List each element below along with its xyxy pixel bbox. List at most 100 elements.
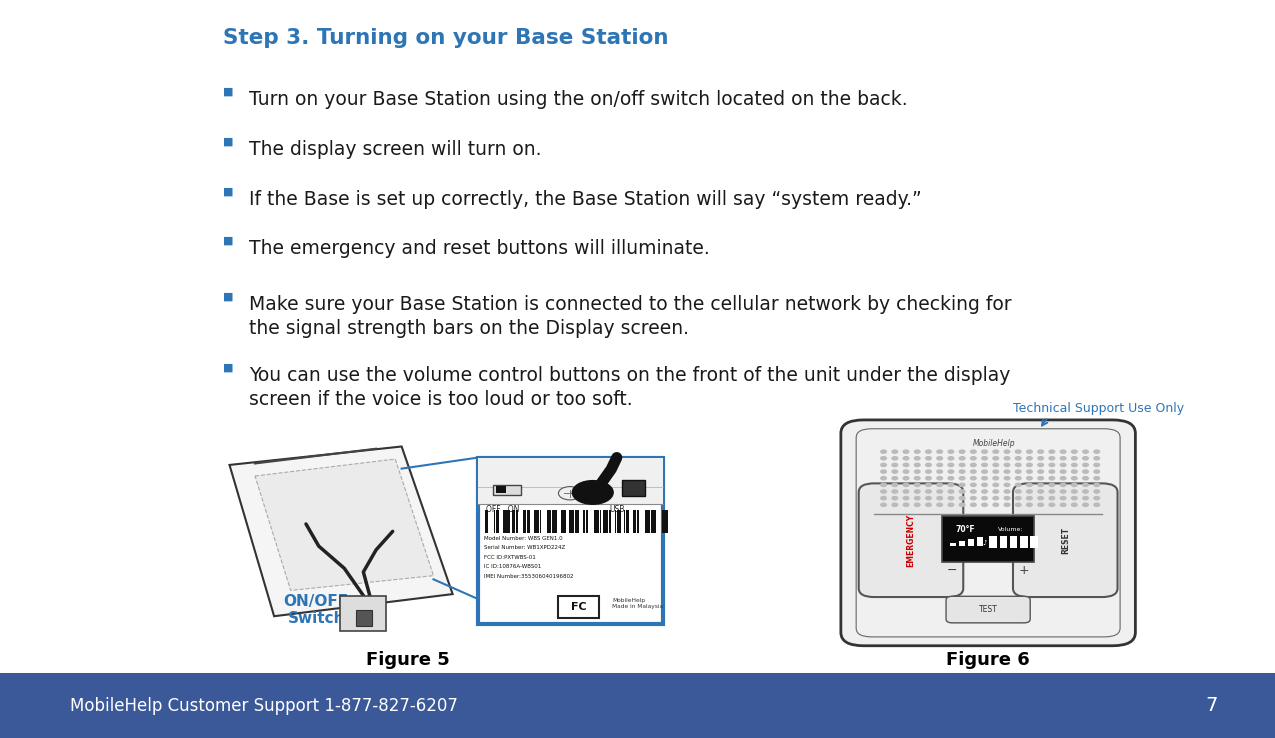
Circle shape bbox=[1071, 483, 1077, 486]
Circle shape bbox=[982, 463, 987, 466]
Circle shape bbox=[926, 450, 931, 453]
Text: USB: USB bbox=[609, 505, 625, 514]
Circle shape bbox=[1071, 457, 1077, 460]
Circle shape bbox=[1015, 450, 1021, 453]
Circle shape bbox=[1038, 483, 1043, 486]
Circle shape bbox=[937, 477, 942, 480]
Circle shape bbox=[903, 503, 909, 506]
Circle shape bbox=[1082, 497, 1089, 500]
Circle shape bbox=[926, 463, 931, 466]
Circle shape bbox=[914, 483, 921, 486]
Circle shape bbox=[949, 470, 954, 473]
Circle shape bbox=[926, 470, 931, 473]
Circle shape bbox=[1005, 477, 1010, 480]
Circle shape bbox=[1094, 463, 1099, 466]
Circle shape bbox=[892, 503, 898, 506]
Circle shape bbox=[1082, 490, 1089, 493]
Circle shape bbox=[1049, 450, 1054, 453]
Circle shape bbox=[1049, 463, 1054, 466]
Bar bbox=[478, 458, 663, 504]
Circle shape bbox=[1094, 483, 1099, 486]
Circle shape bbox=[1038, 497, 1043, 500]
Text: You can use the volume control buttons on the front of the unit under the displa: You can use the volume control buttons o… bbox=[249, 366, 1010, 409]
Circle shape bbox=[982, 450, 987, 453]
Bar bbox=[650, 510, 655, 534]
Bar bbox=[634, 510, 636, 534]
Text: ■: ■ bbox=[223, 235, 233, 246]
Circle shape bbox=[1038, 477, 1043, 480]
Circle shape bbox=[959, 503, 965, 506]
Circle shape bbox=[937, 470, 942, 473]
Circle shape bbox=[914, 450, 921, 453]
Circle shape bbox=[993, 490, 998, 493]
Bar bbox=[1000, 536, 1007, 548]
Circle shape bbox=[1061, 450, 1066, 453]
Circle shape bbox=[914, 497, 921, 500]
Circle shape bbox=[959, 457, 965, 460]
Text: EMERGENCY: EMERGENCY bbox=[907, 514, 915, 567]
Circle shape bbox=[993, 497, 998, 500]
Circle shape bbox=[1071, 490, 1077, 493]
Text: IMEI Number:355306040196802: IMEI Number:355306040196802 bbox=[484, 574, 574, 579]
Circle shape bbox=[949, 503, 954, 506]
Text: Volume:: Volume: bbox=[998, 527, 1024, 531]
Circle shape bbox=[903, 470, 909, 473]
Bar bbox=[977, 537, 983, 546]
Circle shape bbox=[1038, 457, 1043, 460]
Circle shape bbox=[1061, 490, 1066, 493]
Circle shape bbox=[970, 503, 977, 506]
Bar bbox=[617, 510, 621, 534]
Circle shape bbox=[926, 483, 931, 486]
Text: MobileHelp: MobileHelp bbox=[973, 439, 1016, 448]
Bar bbox=[662, 510, 664, 534]
Circle shape bbox=[1082, 503, 1089, 506]
Circle shape bbox=[1082, 477, 1089, 480]
Circle shape bbox=[892, 450, 898, 453]
Circle shape bbox=[1005, 457, 1010, 460]
Circle shape bbox=[903, 463, 909, 466]
Circle shape bbox=[881, 477, 886, 480]
Circle shape bbox=[982, 457, 987, 460]
FancyBboxPatch shape bbox=[859, 483, 964, 597]
Polygon shape bbox=[255, 459, 434, 590]
Circle shape bbox=[903, 497, 909, 500]
Bar bbox=[513, 510, 515, 534]
Circle shape bbox=[1082, 470, 1089, 473]
Text: Model Number: WBS GEN1.0: Model Number: WBS GEN1.0 bbox=[484, 536, 564, 541]
Circle shape bbox=[970, 463, 977, 466]
Bar bbox=[968, 539, 974, 546]
Bar bbox=[534, 510, 539, 534]
Circle shape bbox=[914, 463, 921, 466]
Circle shape bbox=[892, 497, 898, 500]
Text: IC ID:10876A-WBS01: IC ID:10876A-WBS01 bbox=[484, 565, 542, 570]
Circle shape bbox=[1071, 450, 1077, 453]
Circle shape bbox=[589, 486, 612, 500]
Circle shape bbox=[881, 503, 886, 506]
FancyBboxPatch shape bbox=[842, 420, 1135, 646]
Bar bbox=[942, 516, 1034, 562]
Text: RESET: RESET bbox=[1061, 527, 1070, 554]
Circle shape bbox=[914, 477, 921, 480]
Circle shape bbox=[1026, 490, 1033, 493]
Circle shape bbox=[914, 470, 921, 473]
Circle shape bbox=[926, 457, 931, 460]
Circle shape bbox=[949, 463, 954, 466]
Bar bbox=[527, 510, 529, 534]
Polygon shape bbox=[230, 446, 453, 616]
Circle shape bbox=[926, 477, 931, 480]
Bar bbox=[484, 510, 487, 534]
Circle shape bbox=[903, 483, 909, 486]
Circle shape bbox=[1082, 457, 1089, 460]
Text: FC: FC bbox=[571, 601, 587, 612]
Circle shape bbox=[1015, 457, 1021, 460]
Circle shape bbox=[1094, 477, 1099, 480]
Circle shape bbox=[993, 470, 998, 473]
Circle shape bbox=[926, 490, 931, 493]
Text: MobileHelp
Made in Malaysia: MobileHelp Made in Malaysia bbox=[612, 598, 663, 609]
Circle shape bbox=[949, 457, 954, 460]
Bar bbox=[547, 510, 552, 534]
Text: Make sure your Base Station is connected to the cellular network by checking for: Make sure your Base Station is connected… bbox=[249, 295, 1011, 338]
Bar bbox=[496, 486, 506, 494]
Circle shape bbox=[1015, 483, 1021, 486]
Circle shape bbox=[881, 450, 886, 453]
